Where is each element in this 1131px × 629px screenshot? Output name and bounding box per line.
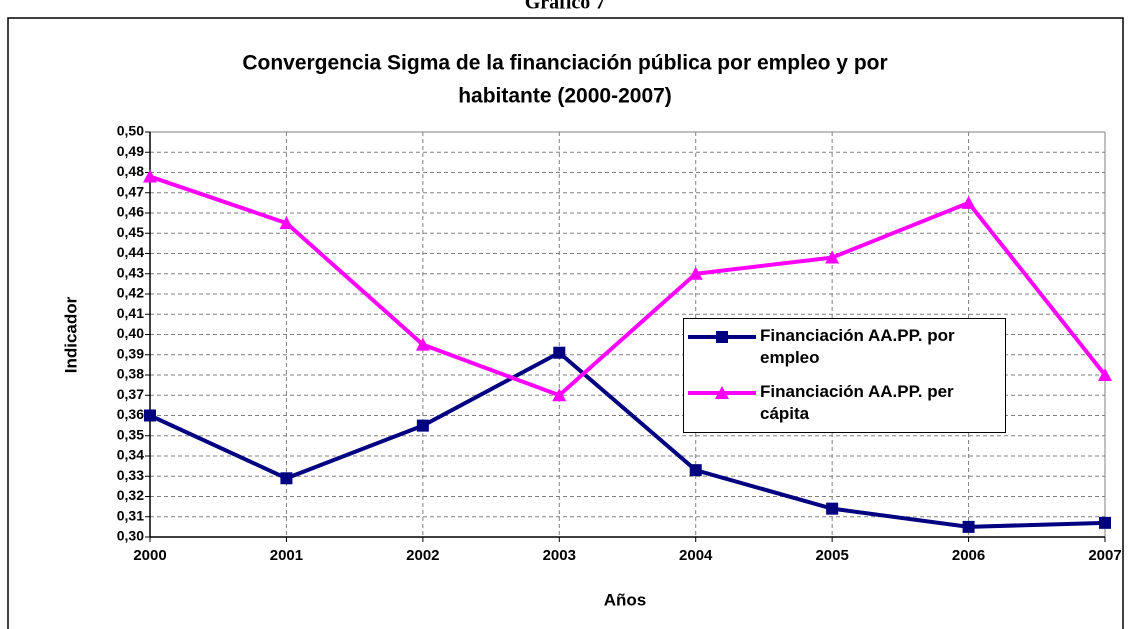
legend-label: Financiación AA.PP. por empleo bbox=[760, 326, 955, 367]
x-tick-label: 2005 bbox=[815, 547, 848, 564]
x-tick-label: 2000 bbox=[133, 547, 166, 564]
y-tick-label: 0,50 bbox=[117, 123, 144, 139]
legend-label: Financiación AA.PP. per cápita bbox=[760, 382, 954, 423]
y-tick-label: 0,33 bbox=[117, 467, 144, 483]
y-tick-label: 0,38 bbox=[117, 366, 144, 382]
chart-frame bbox=[7, 17, 1124, 629]
marker bbox=[144, 409, 156, 422]
x-tick-label: 2004 bbox=[679, 547, 713, 564]
y-tick-label: 0,45 bbox=[117, 224, 144, 240]
x-tick-label: 2002 bbox=[406, 547, 439, 564]
x-tick-label: 2003 bbox=[543, 547, 576, 564]
marker bbox=[552, 388, 567, 402]
y-tick-label: 0,31 bbox=[117, 507, 144, 523]
y-tick-label: 0,47 bbox=[117, 183, 144, 199]
y-tick-label: 0,42 bbox=[117, 285, 144, 301]
marker bbox=[415, 337, 430, 351]
marker bbox=[1099, 516, 1111, 529]
marker bbox=[715, 386, 729, 399]
y-tick-label: 0,36 bbox=[117, 406, 144, 422]
x-axis-label: Años bbox=[604, 590, 647, 609]
y-tick-label: 0,43 bbox=[117, 264, 144, 280]
y-tick-label: 0,49 bbox=[117, 143, 144, 159]
y-tick-label: 0,44 bbox=[117, 244, 144, 260]
y-axis-label: Indicador bbox=[61, 296, 80, 373]
marker bbox=[688, 266, 703, 280]
marker bbox=[716, 331, 728, 343]
y-tick-label: 0,37 bbox=[117, 386, 144, 402]
y-tick-label: 0,34 bbox=[117, 447, 144, 463]
legend-symbol bbox=[688, 331, 756, 343]
x-tick-label: 2007 bbox=[1088, 547, 1121, 564]
chart-title: Convergencia Sigma de la financiación pú… bbox=[242, 52, 887, 75]
y-tick-label: 0,40 bbox=[117, 325, 144, 341]
marker bbox=[143, 169, 157, 183]
marker bbox=[962, 520, 975, 533]
y-tick-label: 0,41 bbox=[117, 305, 144, 321]
legend: Financiación AA.PP. por empleo Financiaci… bbox=[683, 318, 1006, 433]
y-tick-label: 0,30 bbox=[117, 528, 144, 544]
chart-title: habitante (2000-2007) bbox=[458, 85, 672, 108]
header: Gráfico 7 bbox=[525, 0, 606, 14]
marker bbox=[826, 502, 839, 515]
legend-symbol bbox=[688, 386, 756, 399]
y-tick-label: 0,35 bbox=[117, 426, 144, 442]
marker bbox=[553, 346, 566, 359]
marker bbox=[689, 464, 702, 477]
y-tick-label: 0,48 bbox=[117, 163, 144, 179]
y-tick-label: 0,39 bbox=[117, 345, 144, 361]
marker bbox=[825, 250, 840, 264]
marker bbox=[279, 216, 294, 230]
marker bbox=[416, 419, 429, 432]
x-tick-label: 2001 bbox=[270, 547, 303, 564]
marker bbox=[961, 195, 976, 209]
y-tick-label: 0,32 bbox=[117, 487, 144, 503]
data-line bbox=[149, 350, 1106, 529]
data-line bbox=[149, 174, 1107, 398]
x-tick-label: 2006 bbox=[952, 547, 985, 564]
y-tick-label: 0,46 bbox=[117, 204, 144, 220]
marker bbox=[1098, 368, 1112, 381]
marker bbox=[280, 472, 293, 485]
